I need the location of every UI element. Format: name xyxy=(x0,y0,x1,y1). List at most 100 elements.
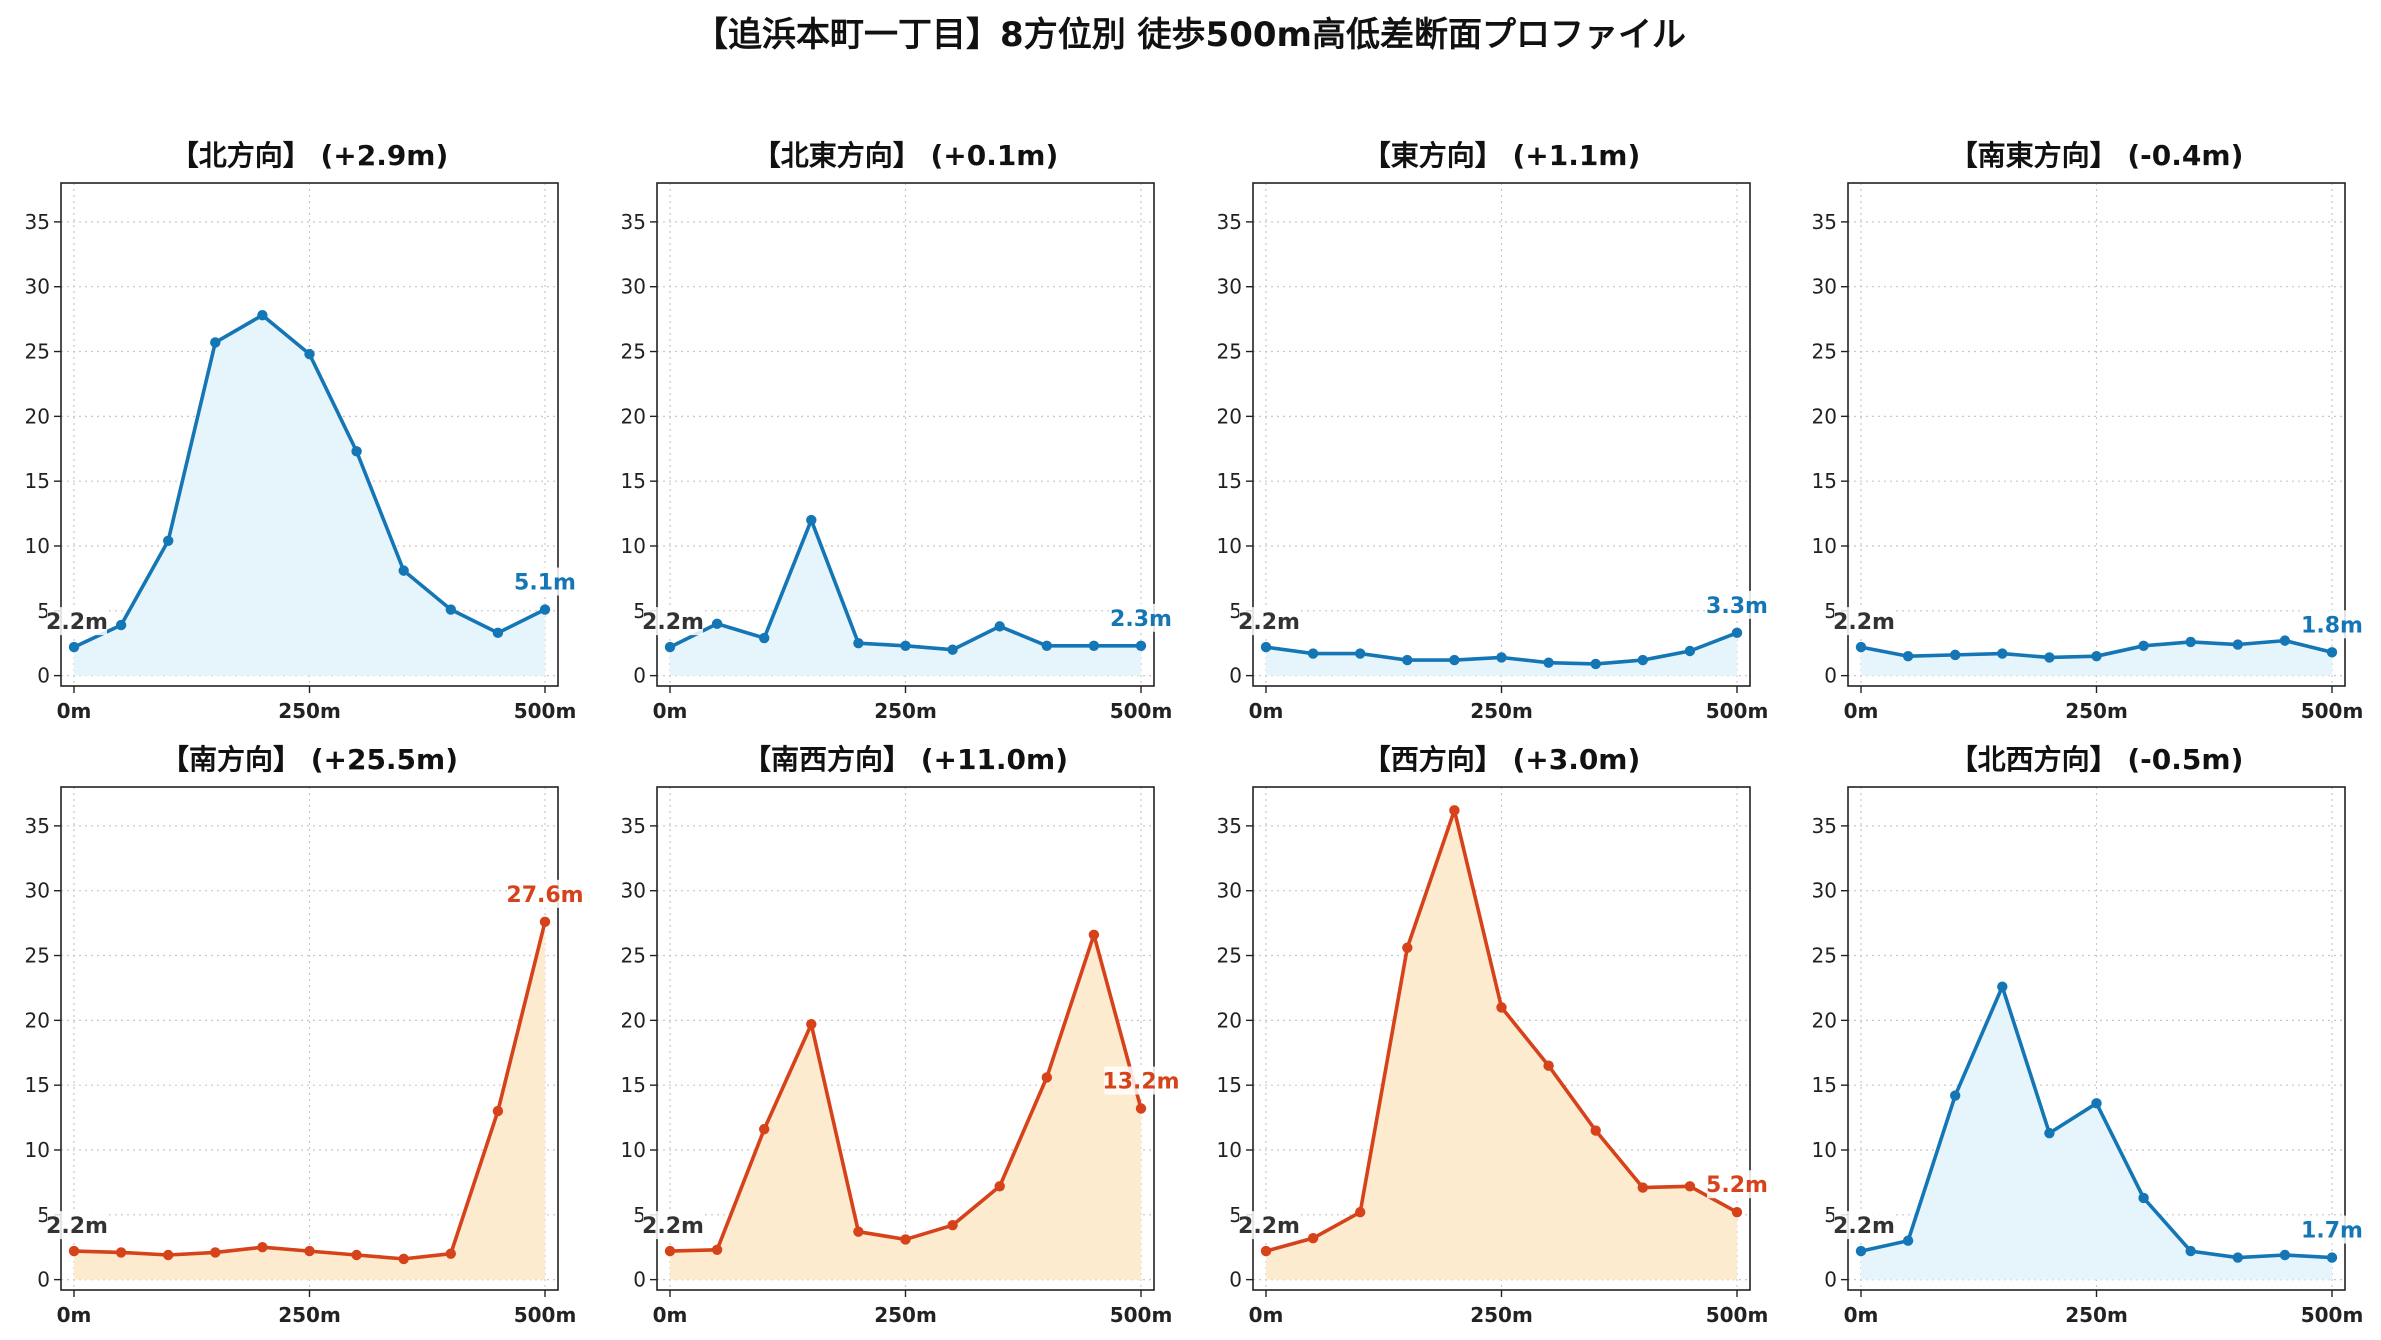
area-fill xyxy=(670,934,1141,1280)
data-point xyxy=(759,1124,770,1135)
start-label-bg xyxy=(1239,607,1299,636)
data-point xyxy=(1135,640,1147,652)
y-tick-label: 0 xyxy=(633,664,646,688)
data-point xyxy=(398,1253,409,1265)
x-tick-label: 500m xyxy=(1706,699,1769,723)
y-tick-label: 5 xyxy=(37,599,50,623)
y-tick-label: 30 xyxy=(621,275,646,299)
data-point xyxy=(1402,942,1413,953)
start-label-bg xyxy=(1834,607,1894,636)
data-point xyxy=(2091,1098,2102,1109)
data-point xyxy=(398,565,409,576)
y-tick-label: 15 xyxy=(1217,469,1242,493)
y-tick-label: 0 xyxy=(37,664,50,688)
y-tick-label: 30 xyxy=(1812,879,1837,903)
y-tick-label: 30 xyxy=(1217,879,1242,903)
end-label-bg xyxy=(515,567,575,596)
y-tick-label: 10 xyxy=(621,534,646,558)
data-point xyxy=(853,638,864,649)
y-tick-label: 30 xyxy=(25,879,50,903)
y-tick-label: 0 xyxy=(1229,1268,1242,1292)
data-point xyxy=(2326,647,2338,658)
y-tick-label: 20 xyxy=(621,1008,646,1032)
data-point xyxy=(994,1181,1005,1192)
data-point xyxy=(2279,635,2291,646)
data-point xyxy=(1590,658,1601,670)
end-label-bg xyxy=(1707,590,1767,619)
end-elevation-label: 13.2m xyxy=(1102,1070,1179,1095)
start-elevation-label: 2.2m xyxy=(1238,1214,1300,1239)
chart-panel-1: 【北方向】 (+2.9m) 0 5 10 15 20 25 30 35 0m 250m 500m 2.2… xyxy=(25,139,577,723)
data-point xyxy=(1496,1002,1507,1013)
y-tick-label: 15 xyxy=(621,469,646,493)
y-tick-label: 15 xyxy=(25,1073,50,1097)
x-tick-label: 0m xyxy=(1249,699,1284,723)
end-label-bg xyxy=(1111,603,1171,632)
y-tick-label: 5 xyxy=(633,599,646,623)
y-tick-label: 15 xyxy=(1812,1073,1837,1097)
x-tick-label: 0m xyxy=(57,699,92,723)
data-point xyxy=(664,1245,676,1257)
start-elevation-label: 2.2m xyxy=(1833,610,1895,635)
x-tick-label: 0m xyxy=(57,1303,92,1327)
y-tick-label: 35 xyxy=(1812,210,1837,234)
y-tick-label: 10 xyxy=(25,1138,50,1162)
x-tick-label: 250m xyxy=(874,699,937,723)
data-point xyxy=(1855,1245,1867,1257)
start-elevation-label: 2.2m xyxy=(1238,610,1300,635)
data-point xyxy=(1355,648,1366,659)
data-point xyxy=(1997,648,2008,659)
end-elevation-label: 3.3m xyxy=(1706,594,1768,619)
start-elevation-label: 2.2m xyxy=(642,610,704,635)
area-fill xyxy=(74,315,545,676)
data-point xyxy=(1684,1181,1696,1192)
data-point xyxy=(304,1245,315,1257)
chart-panel-4: 【南東方向】 (-0.4m) 0 5 10 15 20 25 30 35 0m 250m 500m 2.… xyxy=(1812,139,2364,723)
data-point xyxy=(1088,640,1100,652)
panel-title: 【南東方向】 (-0.4m) xyxy=(1950,139,2244,172)
data-point xyxy=(351,1249,362,1261)
data-point xyxy=(163,535,174,547)
y-tick-label: 0 xyxy=(633,1268,646,1292)
y-tick-label: 10 xyxy=(621,1138,646,1162)
data-point xyxy=(806,514,817,526)
end-label-bg xyxy=(1707,1170,1767,1199)
y-tick-label: 25 xyxy=(25,944,50,968)
y-tick-label: 30 xyxy=(621,879,646,903)
data-point xyxy=(1135,1103,1147,1114)
data-point xyxy=(759,632,770,644)
y-tick-label: 20 xyxy=(1812,1008,1837,1032)
data-point xyxy=(2326,1252,2338,1263)
data-point xyxy=(947,644,958,655)
y-tick-label: 5 xyxy=(1229,1203,1242,1227)
y-tick-label: 25 xyxy=(1217,944,1242,968)
data-point xyxy=(2279,1249,2291,1261)
data-point xyxy=(2185,636,2196,648)
data-point xyxy=(1902,650,1914,662)
data-point xyxy=(1496,652,1507,663)
y-tick-label: 0 xyxy=(1824,1268,1837,1292)
area-fill xyxy=(1266,810,1737,1280)
panel-title: 【北東方向】 (+0.1m) xyxy=(753,139,1059,172)
y-tick-label: 20 xyxy=(1217,404,1242,428)
y-tick-label: 20 xyxy=(1217,1008,1242,1032)
x-tick-label: 250m xyxy=(278,1303,341,1327)
data-point xyxy=(492,1105,504,1117)
data-point xyxy=(115,1247,127,1258)
start-label-bg xyxy=(47,1211,107,1240)
y-tick-label: 25 xyxy=(1812,340,1837,364)
y-tick-label: 35 xyxy=(621,814,646,838)
data-point xyxy=(68,641,80,653)
data-point xyxy=(1260,1245,1272,1257)
y-tick-label: 30 xyxy=(1812,275,1837,299)
data-point xyxy=(1731,1207,1743,1218)
x-tick-label: 250m xyxy=(1470,699,1533,723)
x-tick-label: 250m xyxy=(2065,699,2128,723)
panel-title: 【北方向】 (+2.9m) xyxy=(171,139,449,172)
y-tick-label: 5 xyxy=(37,1203,50,1227)
data-point xyxy=(304,348,315,360)
data-point xyxy=(900,640,911,652)
data-point xyxy=(2091,650,2102,662)
data-point xyxy=(1855,641,1867,653)
